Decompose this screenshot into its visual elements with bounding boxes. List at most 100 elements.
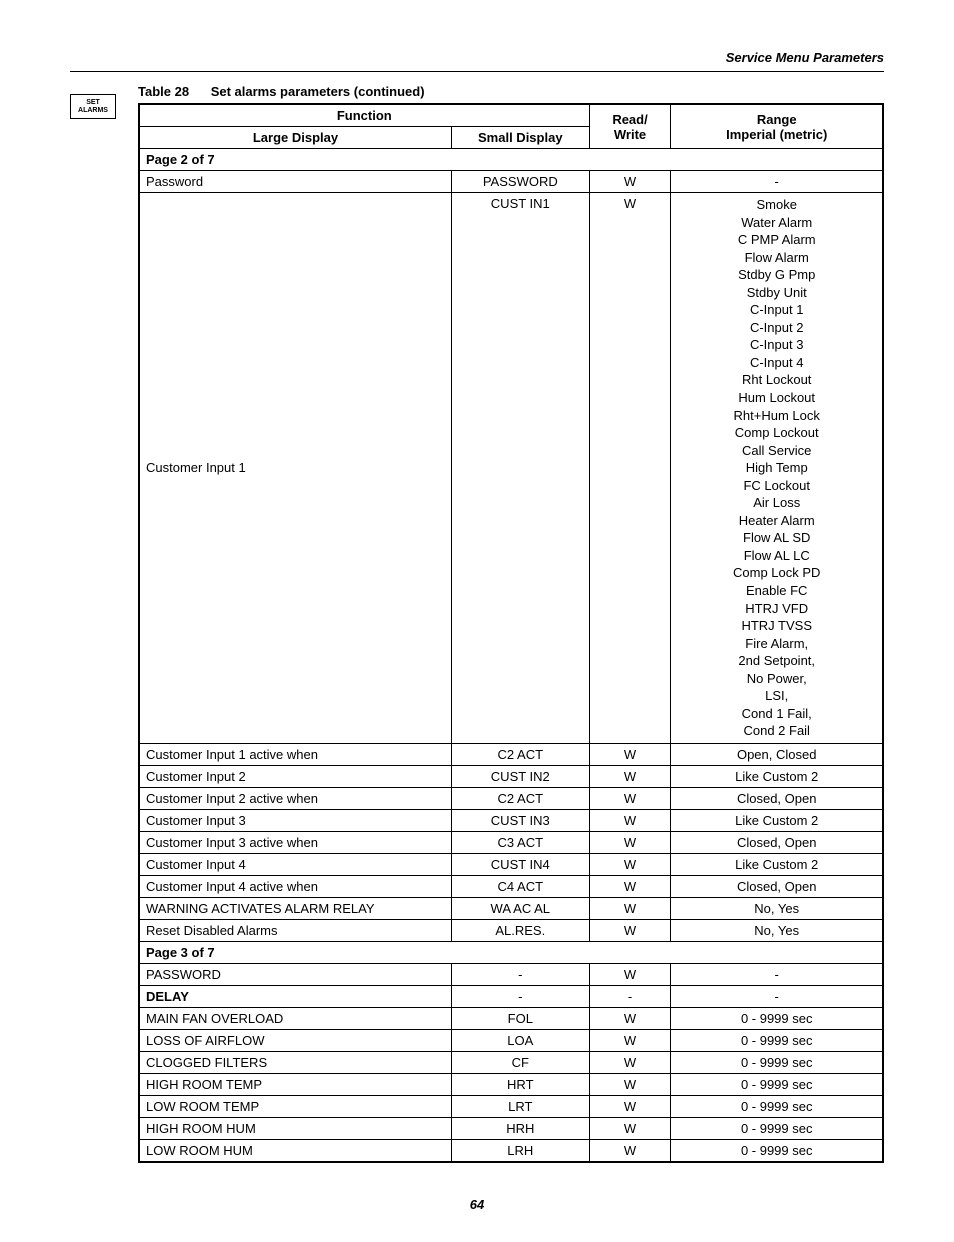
- small-display-cell: WA AC AL: [451, 897, 589, 919]
- function-header: Function: [139, 104, 589, 127]
- table-caption: Set alarms parameters (continued): [211, 84, 425, 99]
- page-sep-cell: Page 2 of 7: [139, 149, 883, 171]
- small-display-cell: HRH: [451, 1117, 589, 1139]
- small-display-cell: CUST IN2: [451, 765, 589, 787]
- readwrite-cell: W: [589, 853, 671, 875]
- table-row: HIGH ROOM TEMPHRTW0 - 9999 sec: [139, 1073, 883, 1095]
- table-title: Table 28 Set alarms parameters (continue…: [138, 84, 884, 99]
- small-display-cell: AL.RES.: [451, 919, 589, 941]
- large-display-cell: LOSS OF AIRFLOW: [139, 1029, 451, 1051]
- table-row: Customer Input 1CUST IN1WSmokeWater Alar…: [139, 193, 883, 744]
- readwrite-cell: W: [589, 171, 671, 193]
- large-display-cell: Customer Input 4 active when: [139, 875, 451, 897]
- table-row: Page 3 of 7: [139, 941, 883, 963]
- page-number: 64: [70, 1197, 884, 1212]
- large-display-cell: LOW ROOM HUM: [139, 1139, 451, 1162]
- small-display-cell: LRT: [451, 1095, 589, 1117]
- range-cell: Closed, Open: [671, 787, 883, 809]
- range-cell: 0 - 9999 sec: [671, 1117, 883, 1139]
- table-number: Table 28: [138, 84, 189, 99]
- table-row: Customer Input 3 active whenC3 ACTWClose…: [139, 831, 883, 853]
- readwrite-header: Read/ Write: [589, 104, 671, 149]
- range-cell: -: [671, 985, 883, 1007]
- large-display-cell: PASSWORD: [139, 963, 451, 985]
- range-cell: SmokeWater AlarmC PMP AlarmFlow AlarmStd…: [671, 193, 883, 744]
- readwrite-cell: W: [589, 1095, 671, 1117]
- side-tab-line2: ALARMS: [77, 107, 109, 115]
- table-row: Customer Input 3CUST IN3WLike Custom 2: [139, 809, 883, 831]
- readwrite-cell: W: [589, 897, 671, 919]
- side-tab: SET ALARMS: [70, 94, 116, 119]
- readwrite-cell: W: [589, 809, 671, 831]
- small-display-header: Small Display: [451, 127, 589, 149]
- large-display-cell: WARNING ACTIVATES ALARM RELAY: [139, 897, 451, 919]
- small-display-cell: CUST IN3: [451, 809, 589, 831]
- large-display-cell: CLOGGED FILTERS: [139, 1051, 451, 1073]
- small-display-cell: -: [451, 985, 589, 1007]
- range-line1: Range: [757, 112, 797, 127]
- large-display-cell: HIGH ROOM TEMP: [139, 1073, 451, 1095]
- small-display-cell: CUST IN4: [451, 853, 589, 875]
- readwrite-cell: W: [589, 743, 671, 765]
- readwrite-cell: W: [589, 919, 671, 941]
- small-display-cell: PASSWORD: [451, 171, 589, 193]
- large-display-cell: Customer Input 1: [139, 193, 451, 744]
- page-sep-cell: Page 3 of 7: [139, 941, 883, 963]
- small-display-cell: CUST IN1: [451, 193, 589, 744]
- main-column: Table 28 Set alarms parameters (continue…: [138, 84, 884, 1163]
- range-cell: No, Yes: [671, 919, 883, 941]
- side-tab-line1: SET: [77, 99, 109, 107]
- large-display-cell: DELAY: [139, 985, 451, 1007]
- range-cell: -: [671, 963, 883, 985]
- readwrite-cell: W: [589, 963, 671, 985]
- readwrite-cell: W: [589, 1007, 671, 1029]
- section-header: Service Menu Parameters: [70, 50, 884, 65]
- table-row: DELAY---: [139, 985, 883, 1007]
- range-cell: 0 - 9999 sec: [671, 1007, 883, 1029]
- large-display-cell: Password: [139, 171, 451, 193]
- large-display-cell: Reset Disabled Alarms: [139, 919, 451, 941]
- table-row: PasswordPASSWORDW-: [139, 171, 883, 193]
- small-display-cell: LRH: [451, 1139, 589, 1162]
- large-display-header: Large Display: [139, 127, 451, 149]
- parameters-table: Function Read/ Write Range Imperial (met…: [138, 103, 884, 1163]
- table-row: Customer Input 4CUST IN4WLike Custom 2: [139, 853, 883, 875]
- range-cell: 0 - 9999 sec: [671, 1095, 883, 1117]
- range-cell: 0 - 9999 sec: [671, 1051, 883, 1073]
- readwrite-cell: W: [589, 1117, 671, 1139]
- table-row: LOW ROOM TEMPLRTW0 - 9999 sec: [139, 1095, 883, 1117]
- large-display-cell: Customer Input 1 active when: [139, 743, 451, 765]
- readwrite-cell: W: [589, 875, 671, 897]
- range-cell: Closed, Open: [671, 875, 883, 897]
- readwrite-cell: W: [589, 1029, 671, 1051]
- small-display-cell: C3 ACT: [451, 831, 589, 853]
- table-row: Customer Input 1 active whenC2 ACTWOpen,…: [139, 743, 883, 765]
- rw-line1: Read/: [612, 112, 647, 127]
- readwrite-cell: W: [589, 193, 671, 744]
- page: Service Menu Parameters SET ALARMS Table…: [0, 0, 954, 1242]
- readwrite-cell: W: [589, 787, 671, 809]
- readwrite-cell: W: [589, 1139, 671, 1162]
- table-row: CLOGGED FILTERSCFW0 - 9999 sec: [139, 1051, 883, 1073]
- table-row: Page 2 of 7: [139, 149, 883, 171]
- readwrite-cell: W: [589, 831, 671, 853]
- table-row: LOSS OF AIRFLOWLOAW0 - 9999 sec: [139, 1029, 883, 1051]
- large-display-cell: Customer Input 3 active when: [139, 831, 451, 853]
- readwrite-cell: W: [589, 765, 671, 787]
- table-row: PASSWORD-W-: [139, 963, 883, 985]
- table-row: Reset Disabled AlarmsAL.RES.WNo, Yes: [139, 919, 883, 941]
- large-display-cell: Customer Input 2: [139, 765, 451, 787]
- small-display-cell: -: [451, 963, 589, 985]
- table-row: Customer Input 2 active whenC2 ACTWClose…: [139, 787, 883, 809]
- small-display-cell: C4 ACT: [451, 875, 589, 897]
- large-display-cell: Customer Input 3: [139, 809, 451, 831]
- range-cell: -: [671, 171, 883, 193]
- range-cell: 0 - 9999 sec: [671, 1073, 883, 1095]
- content-row: SET ALARMS Table 28 Set alarms parameter…: [70, 84, 884, 1163]
- range-cell: Closed, Open: [671, 831, 883, 853]
- small-display-cell: CF: [451, 1051, 589, 1073]
- small-display-cell: LOA: [451, 1029, 589, 1051]
- range-cell: Like Custom 2: [671, 853, 883, 875]
- table-row: LOW ROOM HUMLRHW0 - 9999 sec: [139, 1139, 883, 1162]
- large-display-cell: Customer Input 2 active when: [139, 787, 451, 809]
